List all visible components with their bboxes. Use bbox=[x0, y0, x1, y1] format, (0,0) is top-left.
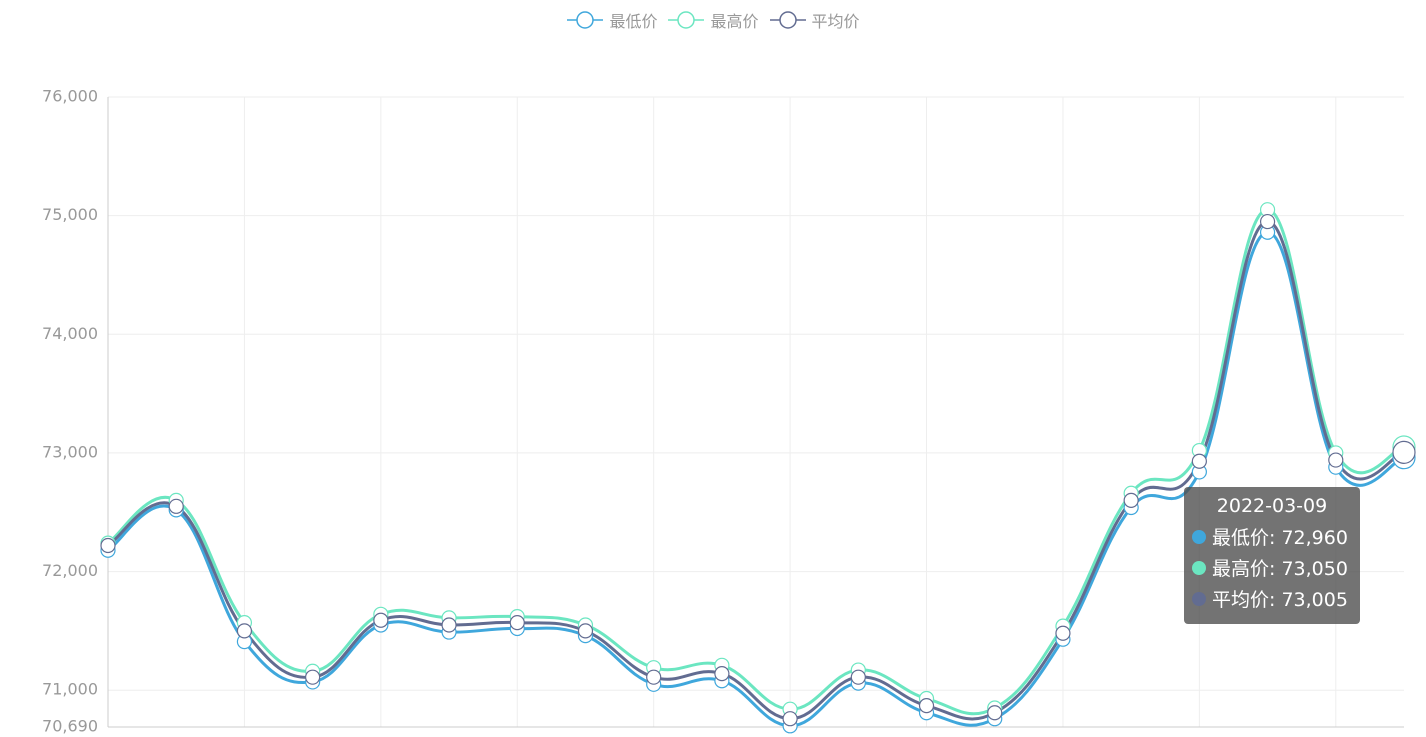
data-point bbox=[1328, 452, 1344, 468]
data-point bbox=[1055, 625, 1071, 641]
tooltip-text: 最高价: 73,050 bbox=[1212, 558, 1348, 580]
data-point bbox=[577, 623, 594, 639]
data-point bbox=[100, 537, 116, 554]
data-point bbox=[1259, 213, 1276, 230]
legend-item[interactable]: 最低价 bbox=[566, 8, 657, 32]
data-point bbox=[168, 498, 184, 514]
legend-icon bbox=[567, 11, 604, 29]
y-tick-label: 70,690 bbox=[42, 717, 98, 736]
data-point bbox=[782, 711, 798, 727]
legend: 最低价 最高价 平均价 bbox=[0, 8, 1426, 32]
y-tick-label: 75,000 bbox=[42, 205, 98, 224]
tooltip-title: 2022-03-09 bbox=[1216, 495, 1328, 517]
data-point bbox=[987, 705, 1003, 721]
tooltip-text: 最低价: 72,960 bbox=[1212, 527, 1348, 549]
legend-circle bbox=[576, 11, 595, 29]
data-point bbox=[441, 617, 457, 633]
data-point bbox=[918, 698, 935, 714]
y-tick-label: 71,000 bbox=[42, 680, 98, 699]
y-tick-label: 76,000 bbox=[42, 87, 98, 106]
tooltip-row: 最高价: 73,050 bbox=[1192, 552, 1352, 583]
legend-label: 最低价 bbox=[609, 12, 658, 31]
legend-item[interactable]: 平均价 bbox=[769, 8, 860, 32]
legend-icon bbox=[769, 11, 806, 29]
series-line bbox=[107, 208, 1405, 716]
data-point bbox=[1123, 492, 1139, 508]
data-point bbox=[646, 669, 662, 685]
legend-label: 平均价 bbox=[811, 12, 860, 31]
data-point bbox=[1392, 440, 1416, 464]
legend-item[interactable]: 最高价 bbox=[667, 8, 759, 32]
legend-icon bbox=[668, 11, 705, 29]
tooltip-row: 平均价: 73,005 bbox=[1192, 583, 1352, 614]
series-line bbox=[107, 220, 1405, 721]
tooltip-dot bbox=[1192, 529, 1206, 544]
tooltip-row: 最低价: 72,960 bbox=[1192, 521, 1352, 552]
data-point bbox=[236, 623, 253, 639]
tooltip-dot bbox=[1192, 560, 1206, 575]
data-point bbox=[714, 666, 730, 682]
data-point bbox=[373, 612, 389, 628]
tooltip: 2022-03-09 最低价: 72,960 最高价: 73,050 平均价: 73… bbox=[1184, 487, 1360, 624]
legend-circle bbox=[778, 11, 797, 29]
y-tick-label: 73,000 bbox=[42, 442, 98, 461]
y-tick-label: 74,000 bbox=[42, 324, 98, 343]
tooltip-dot bbox=[1192, 591, 1206, 606]
data-point bbox=[509, 614, 525, 631]
tooltip-text: 平均价: 73,005 bbox=[1212, 589, 1348, 611]
legend-label: 最高价 bbox=[710, 12, 759, 31]
data-point bbox=[1191, 453, 1207, 469]
y-tick-label: 72,000 bbox=[42, 561, 98, 580]
data-point bbox=[850, 669, 866, 685]
legend-circle bbox=[677, 11, 696, 29]
series-line bbox=[107, 230, 1405, 728]
data-point bbox=[305, 669, 321, 685]
